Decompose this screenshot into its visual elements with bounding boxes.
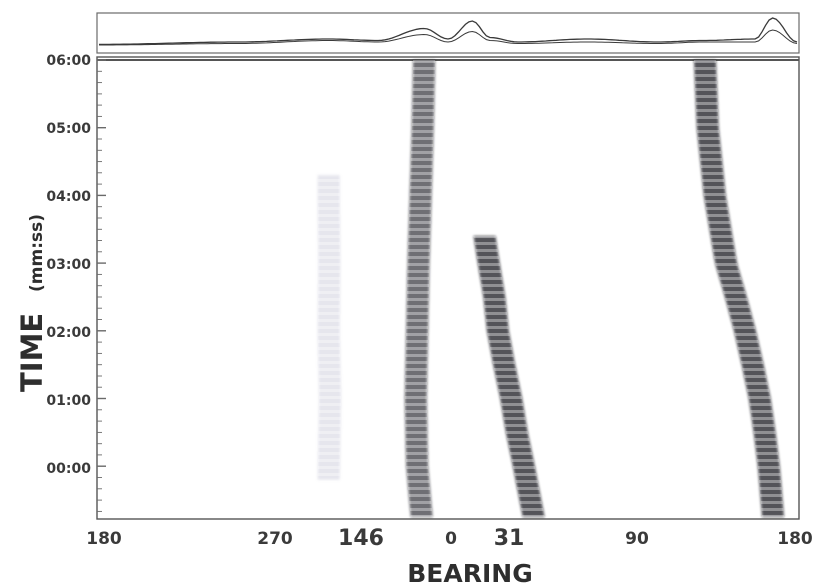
top-panel-series-1 [99, 17, 798, 46]
bearing-track-2-texture [473, 236, 545, 517]
y-tick-label: 01:00 [46, 393, 91, 409]
waterfall-frame [96, 56, 800, 520]
x-tick-label: 180 [86, 529, 122, 549]
bearing-track-4-texture [317, 175, 341, 480]
y-tick-label: 02:00 [46, 325, 91, 341]
bearing-tracks [317, 60, 784, 517]
y-tick-label: 04:00 [46, 189, 91, 205]
x-tick-label: 270 [257, 529, 293, 549]
bearing-track-1-texture [404, 60, 436, 517]
y-tick-label: 06:00 [46, 53, 91, 69]
top-panel-series-2 [99, 29, 798, 46]
y-tick-label: 05:00 [46, 121, 91, 137]
bearing-track-3-texture [693, 60, 784, 517]
y-axis-ticks [97, 59, 106, 512]
x-axis-tick-labels: 180 270 146 0 31 90 180 [86, 526, 813, 551]
top-panel-frame [96, 12, 800, 54]
x-axis-title: BEARING [407, 559, 532, 586]
y-axis-title: TIME [15, 313, 49, 392]
x-tick-label: 146 [338, 526, 384, 551]
y-axis-unit: (mm:ss) [27, 214, 47, 292]
x-tick-label: 90 [625, 529, 649, 549]
y-tick-label: 03:00 [46, 257, 91, 273]
x-tick-label: 0 [445, 529, 457, 549]
x-tick-label: 31 [494, 526, 525, 551]
x-tick-label: 180 [777, 529, 813, 549]
y-axis-tick-labels: 06:00 05:00 04:00 03:00 02:00 01:00 00:0… [46, 53, 91, 477]
top-panel-profile [99, 17, 798, 46]
y-tick-label: 00:00 [46, 461, 91, 477]
